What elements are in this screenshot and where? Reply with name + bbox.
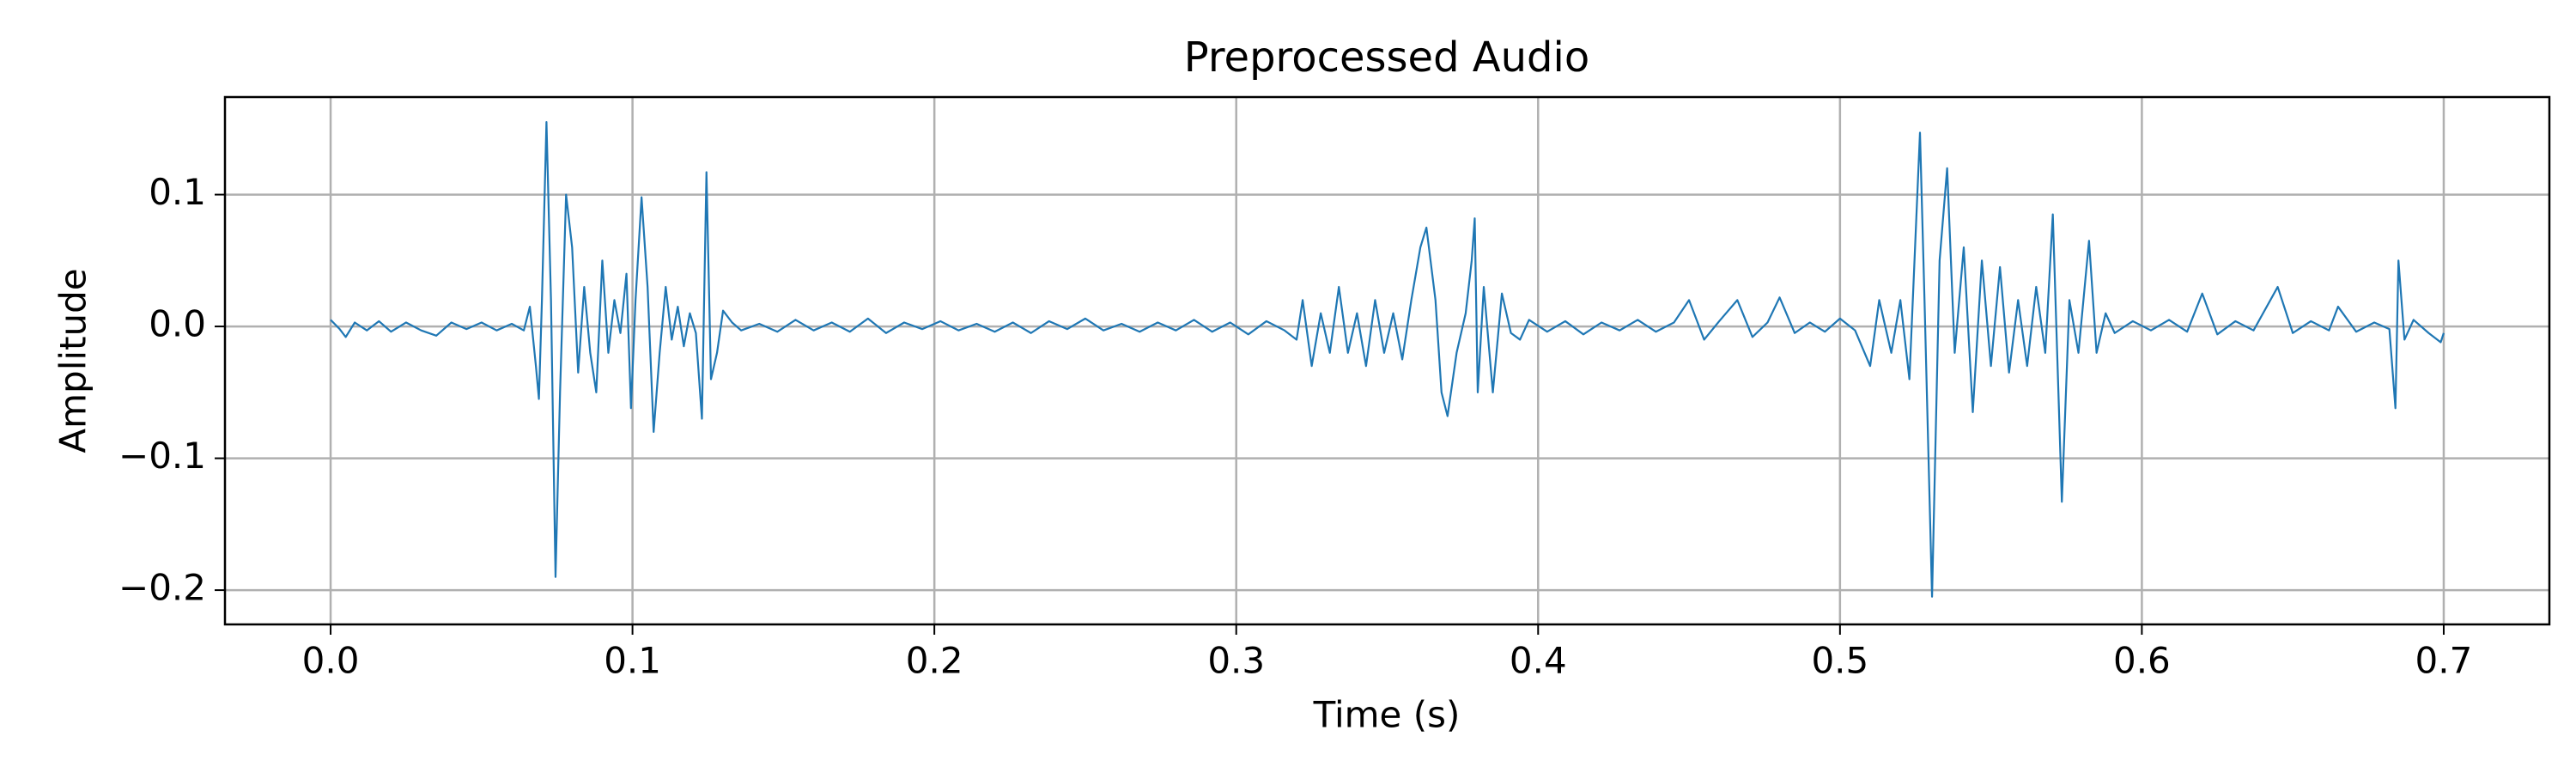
x-tick-label: 0.0 — [302, 640, 360, 682]
x-tick-label: 0.7 — [2415, 640, 2473, 682]
plot-area — [330, 121, 2445, 598]
axes-frame — [223, 95, 2551, 626]
ticks: 0.0 0.1 0.2 0.3 0.4 0.5 0.6 0.7 −0.2 −0.1 0.0 0.1 — [118, 171, 2472, 681]
y-axis-label: Amplitude — [52, 268, 94, 453]
y-tick-label: 0.1 — [149, 171, 206, 213]
x-tick-label: 0.2 — [906, 640, 963, 682]
grid — [225, 97, 2549, 624]
y-tick-label: −0.2 — [118, 567, 206, 609]
x-axis-label: Time (s) — [1313, 694, 1461, 736]
y-tick-label: 0.0 — [149, 303, 206, 345]
y-tick-label: −0.1 — [118, 435, 206, 477]
x-tick-label: 0.3 — [1207, 640, 1265, 682]
waveform-line — [330, 121, 2445, 598]
x-tick-label: 0.1 — [604, 640, 661, 682]
chart-title: Preprocessed Audio — [1184, 33, 1589, 82]
x-tick-label: 0.6 — [2113, 640, 2171, 682]
x-tick-label: 0.5 — [1811, 640, 1868, 682]
x-tick-label: 0.4 — [1510, 640, 1567, 682]
